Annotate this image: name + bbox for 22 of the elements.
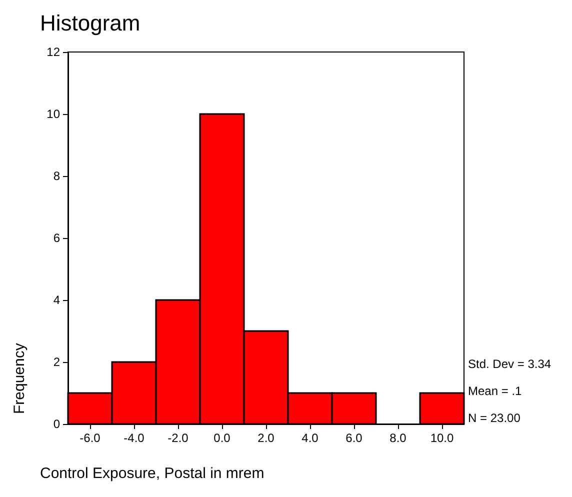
y-tick-label: 2 [53, 355, 60, 369]
y-tick-label: 12 [46, 45, 60, 59]
x-tick-label: 8.0 [390, 431, 407, 445]
chart-title: Histogram [40, 10, 140, 36]
y-tick-label: 6 [53, 231, 60, 245]
text: Mean = .1 [468, 384, 522, 398]
x-tick-label: -6.0 [80, 431, 101, 445]
y-tick-label: 0 [53, 417, 60, 431]
x-tick-label: -4.0 [124, 431, 145, 445]
y-tick-label: 10 [46, 107, 60, 121]
y-tick-label: 8 [53, 169, 60, 183]
y-tick-label: 4 [53, 293, 60, 307]
x-axis-title: Control Exposure, Postal in mrem [40, 465, 264, 482]
y-axis-title: Frequency [11, 342, 28, 414]
x-tick-label: 6.0 [346, 431, 363, 445]
x-tick-label: 4.0 [302, 431, 319, 445]
x-tick-label: 0.0 [214, 431, 231, 445]
text: Std. Dev = 3.34 [468, 357, 552, 371]
x-tick-label: 2.0 [258, 431, 275, 445]
x-tick-label: 10.0 [430, 431, 454, 445]
x-tick-label: -2.0 [168, 431, 189, 445]
text: N = 23.00 [468, 411, 521, 425]
